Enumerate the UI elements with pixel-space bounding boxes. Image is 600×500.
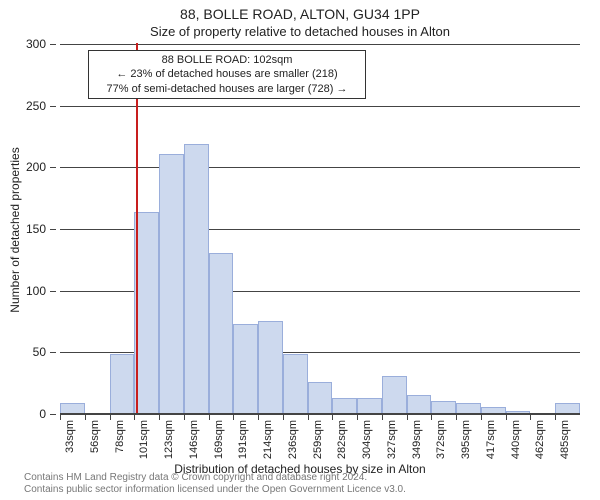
annotation-line: 88 BOLLE ROAD: 102sqm — [95, 53, 359, 67]
x-tick — [110, 414, 111, 420]
histogram-bar — [283, 354, 308, 413]
grid-line — [60, 106, 580, 107]
annotation-line: 77% of semi-detached houses are larger (… — [95, 82, 359, 96]
y-tick — [50, 291, 56, 292]
x-tick-label: 214sqm — [262, 420, 274, 459]
x-tick — [184, 414, 185, 420]
footer-line-2: Contains public sector information licen… — [24, 484, 406, 496]
y-tick-label: 150 — [0, 222, 46, 236]
x-tick-label: 191sqm — [237, 420, 249, 459]
x-tick — [481, 414, 482, 420]
x-tick-label: 169sqm — [213, 420, 225, 459]
x-tick-label: 282sqm — [336, 420, 348, 459]
histogram-bar — [159, 154, 184, 413]
x-tick — [233, 414, 234, 420]
histogram-bar — [382, 376, 407, 413]
x-tick — [382, 414, 383, 420]
x-tick — [431, 414, 432, 420]
x-tick-label: 33sqm — [64, 420, 76, 453]
y-tick-label: 100 — [0, 284, 46, 298]
x-tick-label: 395sqm — [460, 420, 472, 459]
y-tick — [50, 352, 56, 353]
histogram-bar — [357, 398, 382, 413]
grid-line — [60, 44, 580, 45]
histogram-bar — [555, 403, 580, 413]
x-tick — [456, 414, 457, 420]
chart-title-sub: Size of property relative to detached ho… — [0, 24, 600, 39]
x-tick-label: 349sqm — [411, 420, 423, 459]
y-tick — [50, 229, 56, 230]
x-tick — [308, 414, 309, 420]
x-tick-label: 146sqm — [188, 420, 200, 459]
x-tick — [407, 414, 408, 420]
x-tick-label: 304sqm — [361, 420, 373, 459]
x-tick-label: 101sqm — [138, 420, 150, 459]
x-tick-label: 417sqm — [485, 420, 497, 459]
x-tick-label: 78sqm — [114, 420, 126, 453]
histogram-bar — [456, 403, 481, 413]
x-tick — [530, 414, 531, 420]
histogram-bar — [431, 401, 456, 413]
plot-area — [60, 44, 580, 414]
x-tick — [60, 414, 61, 420]
histogram-bar — [184, 144, 209, 413]
histogram-bar — [258, 321, 283, 414]
footer-note: Contains HM Land Registry data © Crown c… — [24, 472, 406, 496]
histogram-bar — [134, 212, 159, 413]
y-tick — [50, 44, 56, 45]
histogram-bar — [506, 411, 531, 413]
x-tick — [555, 414, 556, 420]
grid-line — [60, 414, 580, 415]
y-tick-label: 250 — [0, 99, 46, 113]
footer-line-1: Contains HM Land Registry data © Crown c… — [24, 472, 406, 484]
x-tick — [159, 414, 160, 420]
histogram-bar — [332, 398, 357, 413]
y-tick-label: 200 — [0, 160, 46, 174]
y-tick-label: 0 — [0, 407, 46, 421]
y-tick — [50, 167, 56, 168]
y-tick-label: 50 — [0, 345, 46, 359]
x-tick — [85, 414, 86, 420]
x-tick — [258, 414, 259, 420]
grid-line — [60, 167, 580, 168]
histogram-bar — [407, 395, 432, 414]
chart-title-main: 88, BOLLE ROAD, ALTON, GU34 1PP — [0, 6, 600, 22]
x-tick-label: 485sqm — [559, 420, 571, 459]
x-tick-label: 440sqm — [510, 420, 522, 459]
x-tick — [134, 414, 135, 420]
histogram-bar — [60, 403, 85, 413]
x-tick-label: 236sqm — [287, 420, 299, 459]
y-tick — [50, 414, 56, 415]
histogram-bar — [209, 253, 234, 413]
y-tick — [50, 106, 56, 107]
annotation-line: ← 23% of detached houses are smaller (21… — [95, 67, 359, 81]
x-tick — [209, 414, 210, 420]
x-tick-label: 123sqm — [163, 420, 175, 459]
histogram-bar — [308, 382, 333, 413]
x-tick-label: 56sqm — [89, 420, 101, 453]
x-tick-label: 462sqm — [534, 420, 546, 459]
x-tick — [506, 414, 507, 420]
chart-container: 88, BOLLE ROAD, ALTON, GU34 1PP Size of … — [0, 0, 600, 500]
histogram-bar — [110, 354, 135, 413]
histogram-bar — [481, 407, 506, 413]
x-tick — [283, 414, 284, 420]
y-tick-label: 300 — [0, 37, 46, 51]
x-tick-label: 372sqm — [435, 420, 447, 459]
x-tick — [357, 414, 358, 420]
x-tick — [332, 414, 333, 420]
x-tick-label: 259sqm — [312, 420, 324, 459]
annotation-box: 88 BOLLE ROAD: 102sqm← 23% of detached h… — [88, 50, 366, 99]
x-tick-label: 327sqm — [386, 420, 398, 459]
histogram-bar — [233, 324, 258, 413]
